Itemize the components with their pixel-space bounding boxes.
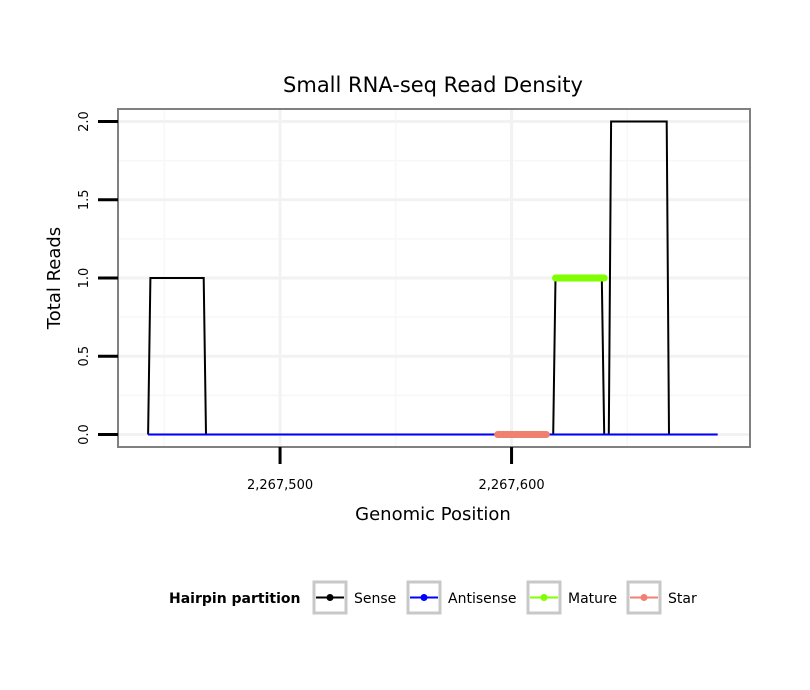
x-axis-title: Genomic Position bbox=[355, 504, 511, 525]
y-tick-label: 0.5 bbox=[77, 346, 92, 367]
legend-key-point-sense bbox=[326, 594, 334, 601]
plot-panel: 0.0 0.5 1.0 1.5 2.0 2,267,500 2,267,600 bbox=[77, 108, 751, 493]
y-tick-label: 1.0 bbox=[77, 268, 92, 289]
y-tick-label: 1.5 bbox=[77, 189, 92, 210]
legend-title: Hairpin partition bbox=[169, 591, 300, 607]
y-tick-label: 2.0 bbox=[77, 111, 92, 132]
legend-label-sense: Sense bbox=[354, 591, 396, 607]
x-tick-label: 2,267,500 bbox=[247, 478, 313, 493]
legend: Hairpin partition Sense Antisense Mature St… bbox=[169, 580, 697, 615]
legend-label-antisense: Antisense bbox=[448, 591, 517, 607]
y-tick-label: 0.0 bbox=[77, 424, 92, 445]
y-axis-title: Total Reads bbox=[44, 227, 65, 330]
legend-label-star: Star bbox=[668, 591, 697, 607]
legend-key-point-mature bbox=[540, 594, 548, 601]
chart-title: Small RNA-seq Read Density bbox=[283, 73, 583, 97]
legend-label-mature: Mature bbox=[568, 591, 617, 607]
legend-key-point-antisense bbox=[420, 594, 428, 601]
legend-key-point-star bbox=[640, 594, 648, 601]
x-tick-label: 2,267,600 bbox=[478, 478, 544, 493]
legend-key-mature bbox=[526, 580, 562, 615]
